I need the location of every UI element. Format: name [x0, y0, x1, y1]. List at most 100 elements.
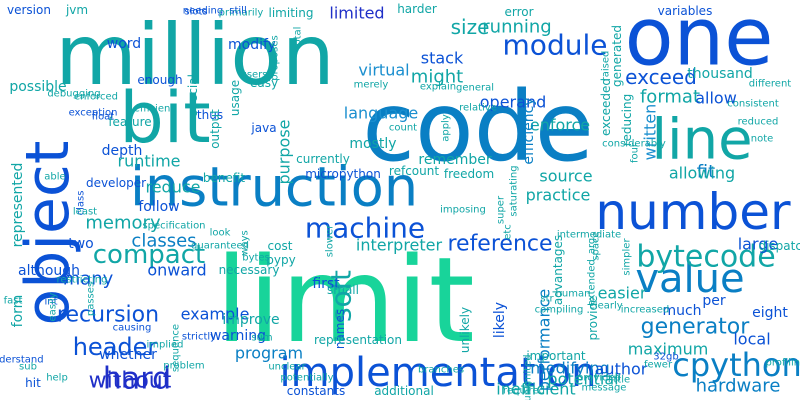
word-exceed: exceed [625, 65, 697, 89]
word-hit: hit [25, 376, 41, 390]
word-constants: constants [287, 384, 345, 398]
word-jvm: jvm [65, 3, 88, 17]
word-remember: remember [418, 152, 491, 168]
word-guaranteed: guaranteed [191, 241, 249, 252]
word-etc: etc [503, 224, 514, 240]
word-understand: understand [0, 355, 44, 366]
word-efficiency: efficiency [521, 97, 537, 164]
word-exceeded: exceeded [599, 78, 613, 136]
word-still: still [229, 6, 246, 17]
word-consistent: consistent [727, 99, 779, 110]
word-extended-arg: extended_arg [587, 238, 598, 307]
word-million: million [55, 6, 335, 104]
word-operand: operand [480, 93, 546, 112]
word-module: module [503, 29, 608, 62]
word-profiling: profiling [766, 358, 800, 369]
word-many: many [63, 269, 114, 290]
word-represented: represented [10, 163, 26, 248]
word-stack: stack [421, 49, 464, 68]
word-form: form [10, 295, 26, 328]
word-word: word [107, 36, 141, 52]
word-imposing: imposing [440, 205, 486, 216]
word-able: able [44, 172, 65, 183]
word-improve: improve [222, 312, 279, 328]
word-required: required [503, 386, 545, 397]
word-feature: feature [108, 115, 151, 129]
word-considerably: considerably [602, 139, 666, 150]
word-output: output [208, 109, 222, 149]
word-users: users [240, 70, 267, 81]
word-important: important [526, 349, 586, 363]
word-necessary: necessary [219, 263, 280, 277]
word-relative: relative [459, 103, 497, 114]
word-without: without [89, 369, 172, 394]
word-inefficient: inefficient [496, 380, 575, 399]
word-instruction: instruction [130, 156, 418, 219]
word-provide: provide [586, 295, 600, 340]
word-soft: soft [325, 270, 358, 322]
word-version: version [7, 3, 51, 17]
word-currently: currently [296, 152, 350, 166]
word-whether: whether [99, 347, 157, 363]
word-bytes: bytes [242, 253, 270, 264]
word-freedom: freedom [444, 167, 494, 181]
word-problem: problem [163, 361, 204, 372]
word-fewer: fewer [644, 360, 673, 371]
word-much: much [662, 303, 701, 319]
word-line: line [651, 108, 752, 173]
word-passes: passes [86, 282, 97, 316]
word-fast: fast [4, 296, 23, 307]
word-pypy: pypy [266, 253, 295, 267]
word-cpython: cpython [672, 346, 800, 384]
word-raised: raised [601, 51, 612, 82]
word-potential: potential [547, 370, 618, 389]
word-memory: memory [85, 213, 161, 234]
word-virtual: virtual [358, 61, 409, 80]
word-super: super [496, 195, 507, 224]
word-depth: depth [102, 143, 143, 159]
word-written: written [641, 104, 660, 161]
word-class: class [76, 191, 87, 216]
word-object: object [13, 141, 83, 326]
word-one: one [625, 0, 774, 84]
word-compiling: compiling [535, 305, 584, 316]
word-performance: performance [535, 289, 554, 391]
word-increased: increased [621, 305, 670, 316]
word-might: might [411, 67, 463, 88]
word-sub: sub [19, 362, 37, 373]
word-hard: hard [103, 362, 171, 397]
word-32gb: 32gb [653, 352, 678, 363]
word-micropython: micropython [305, 167, 381, 181]
word-enforced: enforced [74, 92, 118, 103]
word-hardware: hardware [696, 376, 781, 397]
word-easy: easy [250, 76, 278, 90]
word-cost: cost [268, 239, 293, 253]
word-possible: possible [9, 79, 66, 95]
word-names: names [333, 309, 347, 349]
word-primarily: primarily [219, 8, 264, 19]
word-implied: implied [147, 340, 184, 351]
word-size: size [451, 15, 490, 39]
word-compact: compact [93, 240, 205, 270]
word-variables: variables [658, 4, 713, 18]
word-reduce: reduce [145, 178, 200, 197]
word-reduced: reduced [738, 117, 779, 128]
word-provided: provided [577, 373, 621, 384]
word-allow: allow [695, 89, 737, 108]
word-reducing: reducing [620, 94, 634, 146]
word-four: four [630, 142, 641, 163]
word-benefit: benefit [203, 171, 246, 185]
word-unlimited: unlimited [523, 354, 534, 400]
word-unclear: unclear [268, 362, 306, 373]
word-implementation: implementation [280, 350, 597, 396]
word-small: small [327, 283, 359, 297]
word-simpler: simpler [622, 238, 633, 276]
word-harder: harder [397, 2, 437, 16]
word-slots: slots [184, 7, 207, 18]
word-specification: specification [142, 221, 205, 232]
word-strictly: strictly [182, 332, 216, 343]
word-potentially: potentially [280, 373, 333, 384]
word-general: general [456, 83, 494, 94]
